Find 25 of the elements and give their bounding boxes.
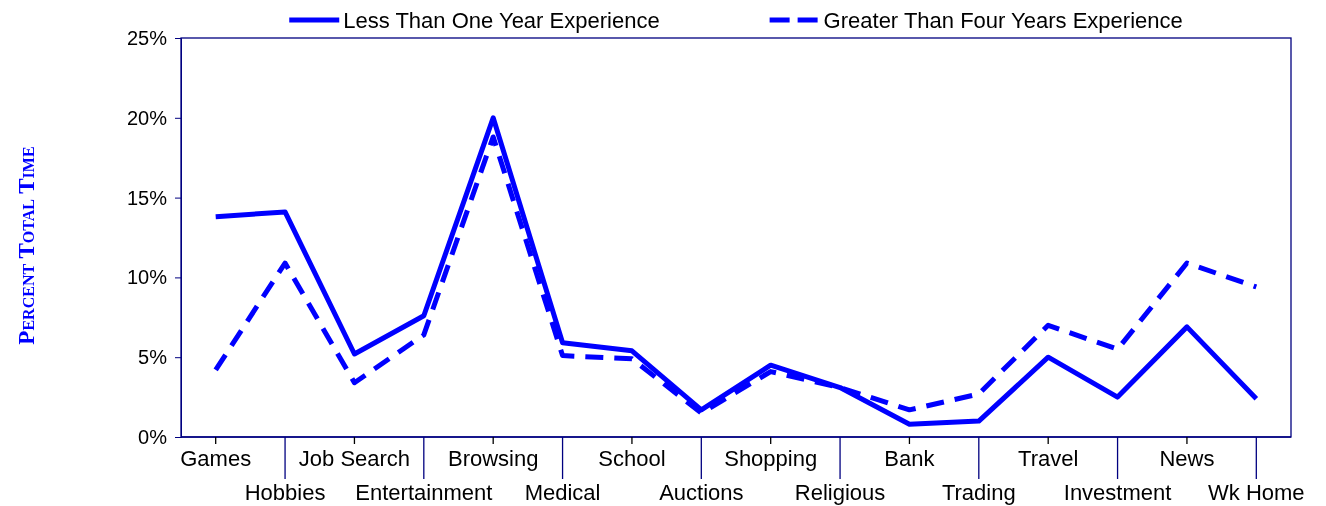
x-tick-label: Medical bbox=[524, 480, 601, 505]
x-tick-label: Entertainment bbox=[355, 480, 493, 505]
x-tick-label: Wk Home bbox=[1208, 480, 1305, 505]
x-tick-label: Shopping bbox=[724, 446, 818, 471]
y-tick-label: 25% bbox=[126, 26, 168, 49]
x-tick-label: Religious bbox=[794, 480, 886, 505]
legend-label: Greater Than Four Years Experience bbox=[823, 8, 1183, 33]
y-tick-label: 5% bbox=[138, 346, 168, 369]
x-tick-label: News bbox=[1159, 446, 1215, 471]
x-tick-label: Auctions bbox=[659, 480, 744, 505]
x-tick-label: Browsing bbox=[447, 446, 539, 471]
y-tick-label: 10% bbox=[126, 266, 168, 289]
x-tick-label: School bbox=[598, 446, 666, 471]
y-tick-label: 15% bbox=[126, 186, 168, 209]
x-tick-label: Travel bbox=[1018, 446, 1079, 471]
y-axis-title: Percent Total Time bbox=[14, 146, 39, 345]
x-tick-label: Trading bbox=[941, 480, 1016, 505]
y-tick-label: 20% bbox=[126, 106, 168, 129]
legend-label: Less Than One Year Experience bbox=[343, 8, 660, 33]
x-tick-label: Hobbies bbox=[244, 480, 326, 505]
x-tick-label: Games bbox=[180, 446, 252, 471]
y-tick-label: 0% bbox=[138, 425, 168, 448]
x-tick-label: Bank bbox=[884, 446, 936, 471]
x-tick-label: Job Search bbox=[298, 446, 411, 471]
x-tick-label: Investment bbox=[1063, 480, 1172, 505]
